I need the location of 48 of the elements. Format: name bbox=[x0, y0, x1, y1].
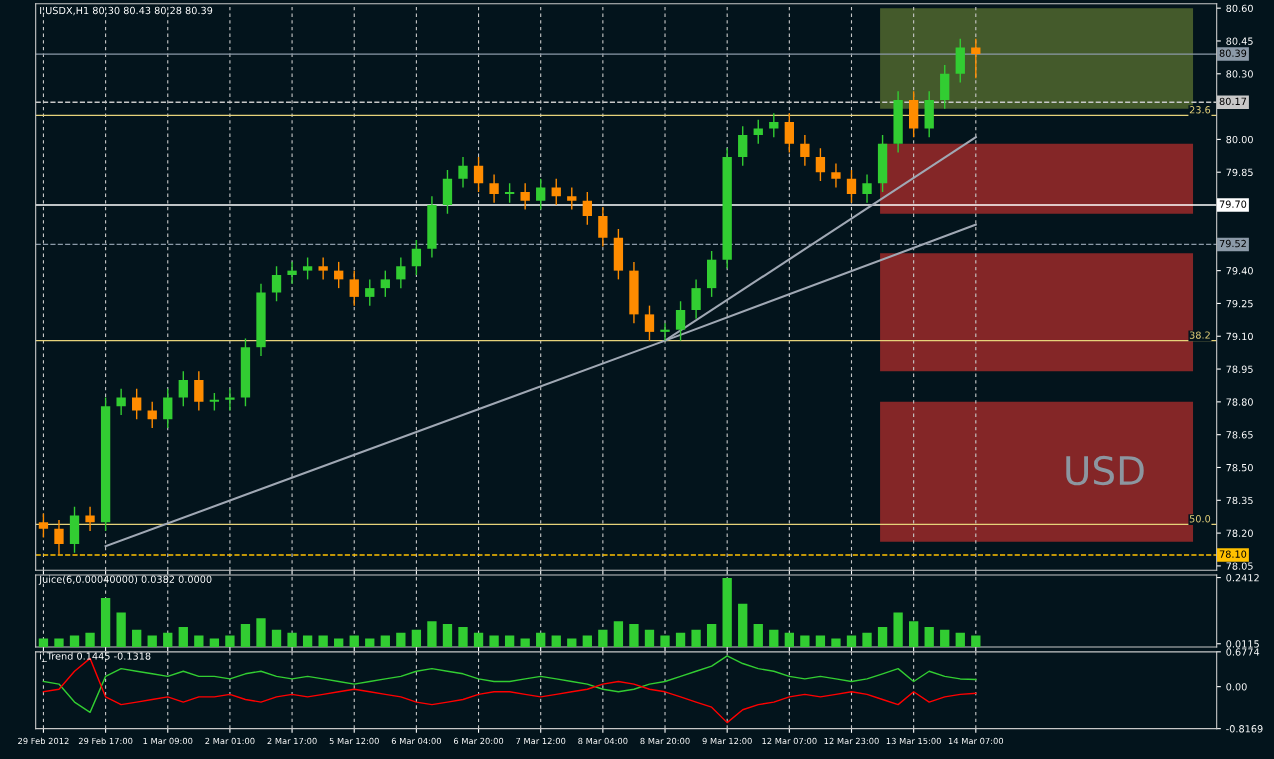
x-tick-label: 8 Mar 20:00 bbox=[640, 737, 690, 745]
x-tick-label: 7 Mar 12:00 bbox=[516, 737, 566, 745]
x-tick-label: 5 Mar 12:00 bbox=[329, 737, 379, 745]
x-tick-label: 12 Mar 07:00 bbox=[762, 737, 817, 745]
y-tick-label: 78.65 bbox=[1226, 431, 1253, 439]
y-tick-label: 78.20 bbox=[1226, 529, 1253, 537]
y-tick-label: 80.45 bbox=[1226, 37, 1253, 45]
y-tick-label: 80.30 bbox=[1226, 70, 1253, 78]
y-tick-label: -0.8169 bbox=[1226, 725, 1263, 733]
y-tick-label: 78.95 bbox=[1226, 365, 1253, 373]
chart-title: i_Trend 0.1445 -0.1318 bbox=[40, 652, 151, 662]
annotation: 50.0 bbox=[1189, 515, 1211, 523]
ref-line-label: 80.17 bbox=[1219, 97, 1247, 106]
chart-title: Juice(6,0.00040000) 0.0382 0.0000 bbox=[38, 575, 212, 585]
y-tick-label: 78.80 bbox=[1226, 398, 1253, 406]
chart-title: I.USDX,H1 80.30 80.43 80.28 80.39 bbox=[40, 6, 213, 16]
y-tick-label: 0.00 bbox=[1226, 683, 1247, 691]
x-tick-label: 2 Mar 01:00 bbox=[205, 737, 255, 745]
x-tick-label: 12 Mar 23:00 bbox=[824, 737, 879, 745]
ref-line-label: 79.52 bbox=[1219, 239, 1246, 248]
x-tick-label: 6 Mar 04:00 bbox=[391, 737, 441, 745]
y-tick-label: 79.85 bbox=[1226, 168, 1253, 177]
y-tick-label: 79.40 bbox=[1226, 267, 1253, 275]
x-tick-label: 29 Feb 17:00 bbox=[78, 737, 133, 745]
y-tick-label: 0.0115 bbox=[1226, 640, 1259, 648]
ref-line-label: 79.70 bbox=[1219, 200, 1247, 208]
annotation: USD bbox=[1066, 455, 1144, 486]
y-tick-label: 0.2412 bbox=[1226, 574, 1259, 582]
x-tick-label: 13 Mar 15:00 bbox=[886, 737, 941, 745]
y-tick-label: 80.00 bbox=[1226, 135, 1253, 144]
y-tick-label: 0.6774 bbox=[1226, 648, 1260, 656]
x-tick-label: 1 Mar 09:00 bbox=[143, 737, 193, 745]
y-tick-label: 80.60 bbox=[1226, 4, 1253, 12]
x-tick-label: 14 Mar 07:00 bbox=[948, 737, 1004, 745]
x-tick-label: 6 Mar 20:00 bbox=[453, 737, 504, 745]
y-tick-label: 79.25 bbox=[1226, 299, 1253, 308]
y-tick-label: 78.35 bbox=[1226, 496, 1253, 505]
y-tick-label: 78.05 bbox=[1226, 562, 1253, 570]
annotation: 23.6 bbox=[1189, 106, 1211, 114]
x-tick-label: 8 Mar 04:00 bbox=[578, 737, 628, 745]
annotation: 38.2 bbox=[1189, 331, 1210, 339]
x-tick-label: 29 Feb 2012 bbox=[18, 737, 69, 745]
ref-line-label: 78.10 bbox=[1219, 550, 1247, 558]
ref-line-label: 80.39 bbox=[1219, 49, 1247, 57]
x-tick-label: 2 Mar 17:00 bbox=[267, 737, 317, 745]
y-tick-label: 78.50 bbox=[1226, 463, 1253, 472]
x-tick-label: 9 Mar 12:00 bbox=[702, 737, 752, 745]
y-tick-label: 79.10 bbox=[1226, 332, 1253, 341]
